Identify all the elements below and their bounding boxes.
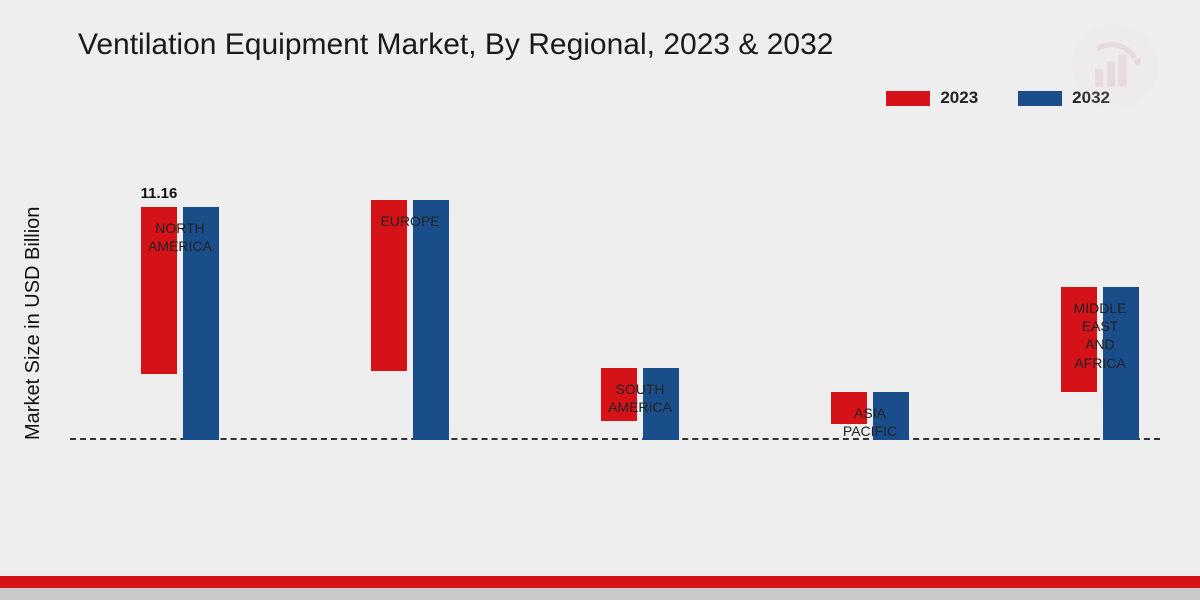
chart-title: Ventilation Equipment Market, By Regiona…: [78, 28, 833, 62]
plot-area: 11.16 NORTHAMERICA EUROPE SOUTHAMERICA A…: [70, 140, 1160, 440]
bar-group-north-america: 11.16 NORTHAMERICA: [130, 207, 230, 440]
category-label-south-america: SOUTHAMERICA: [570, 380, 710, 416]
legend-item-2023: 2023: [886, 88, 978, 108]
y-axis-label: Market Size in USD Billion: [22, 207, 45, 440]
legend-swatch-2032: [1018, 91, 1062, 106]
bar-group-south-america: SOUTHAMERICA: [590, 368, 690, 440]
category-label-europe: EUROPE: [340, 212, 480, 230]
bar-group-mea: MIDDLEEASTANDAFRICA: [1050, 287, 1150, 440]
footer-bar-red: [0, 576, 1200, 588]
bar-2032-europe: [413, 200, 449, 440]
category-label-north-america: NORTHAMERICA: [110, 219, 250, 255]
legend-label-2023: 2023: [940, 88, 978, 108]
footer-bar-grey: [0, 588, 1200, 600]
bar-group-asia-pacific: ASIAPACIFIC: [820, 392, 920, 440]
bar-group-europe: EUROPE: [360, 200, 460, 440]
bar-value-label: 11.16: [141, 185, 178, 202]
category-label-asia-pacific: ASIAPACIFIC: [800, 404, 940, 440]
watermark-icon: [1070, 22, 1160, 112]
category-label-mea: MIDDLEEASTANDAFRICA: [1030, 299, 1170, 372]
legend-swatch-2023: [886, 91, 930, 106]
